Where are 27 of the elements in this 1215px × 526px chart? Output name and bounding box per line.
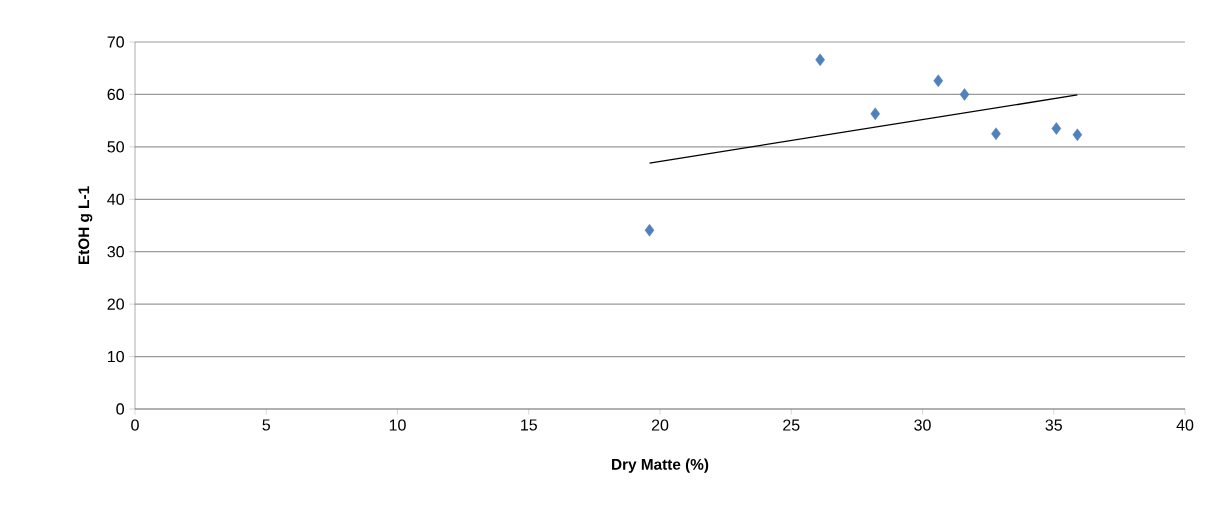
x-tick-label: 35 (1045, 419, 1062, 431)
point (991, 127, 1001, 141)
x-tick-label: 15 (521, 419, 537, 431)
x-axis-title: Dry Matte (%) (612, 458, 709, 473)
y-tick-label: 10 (108, 350, 124, 363)
x-tick-label: 5 (262, 419, 271, 431)
x-tick-label: 40 (1176, 419, 1194, 431)
point (933, 74, 944, 88)
point (644, 223, 655, 237)
y-tick-label: 70 (107, 36, 124, 48)
point (1072, 128, 1083, 142)
point (870, 107, 881, 121)
x-tick-label: 25 (783, 419, 800, 431)
x-tick-label: 10 (389, 419, 406, 431)
y-tick-label: 30 (107, 246, 124, 258)
x-tick-label: 20 (651, 419, 669, 431)
y-axis-title: EtOH g L-1 (78, 186, 93, 265)
y-tick-label: 60 (107, 88, 124, 101)
x-tick-label: 0 (131, 419, 139, 431)
y-tick-label: 0 (116, 403, 124, 415)
y-tick-label: 50 (107, 141, 124, 153)
y-tick-label: 40 (107, 193, 124, 205)
y-tick-label: 20 (107, 298, 124, 310)
point (815, 53, 825, 67)
point (959, 88, 970, 101)
x-tick-label: 30 (914, 419, 931, 431)
point (1051, 122, 1062, 135)
